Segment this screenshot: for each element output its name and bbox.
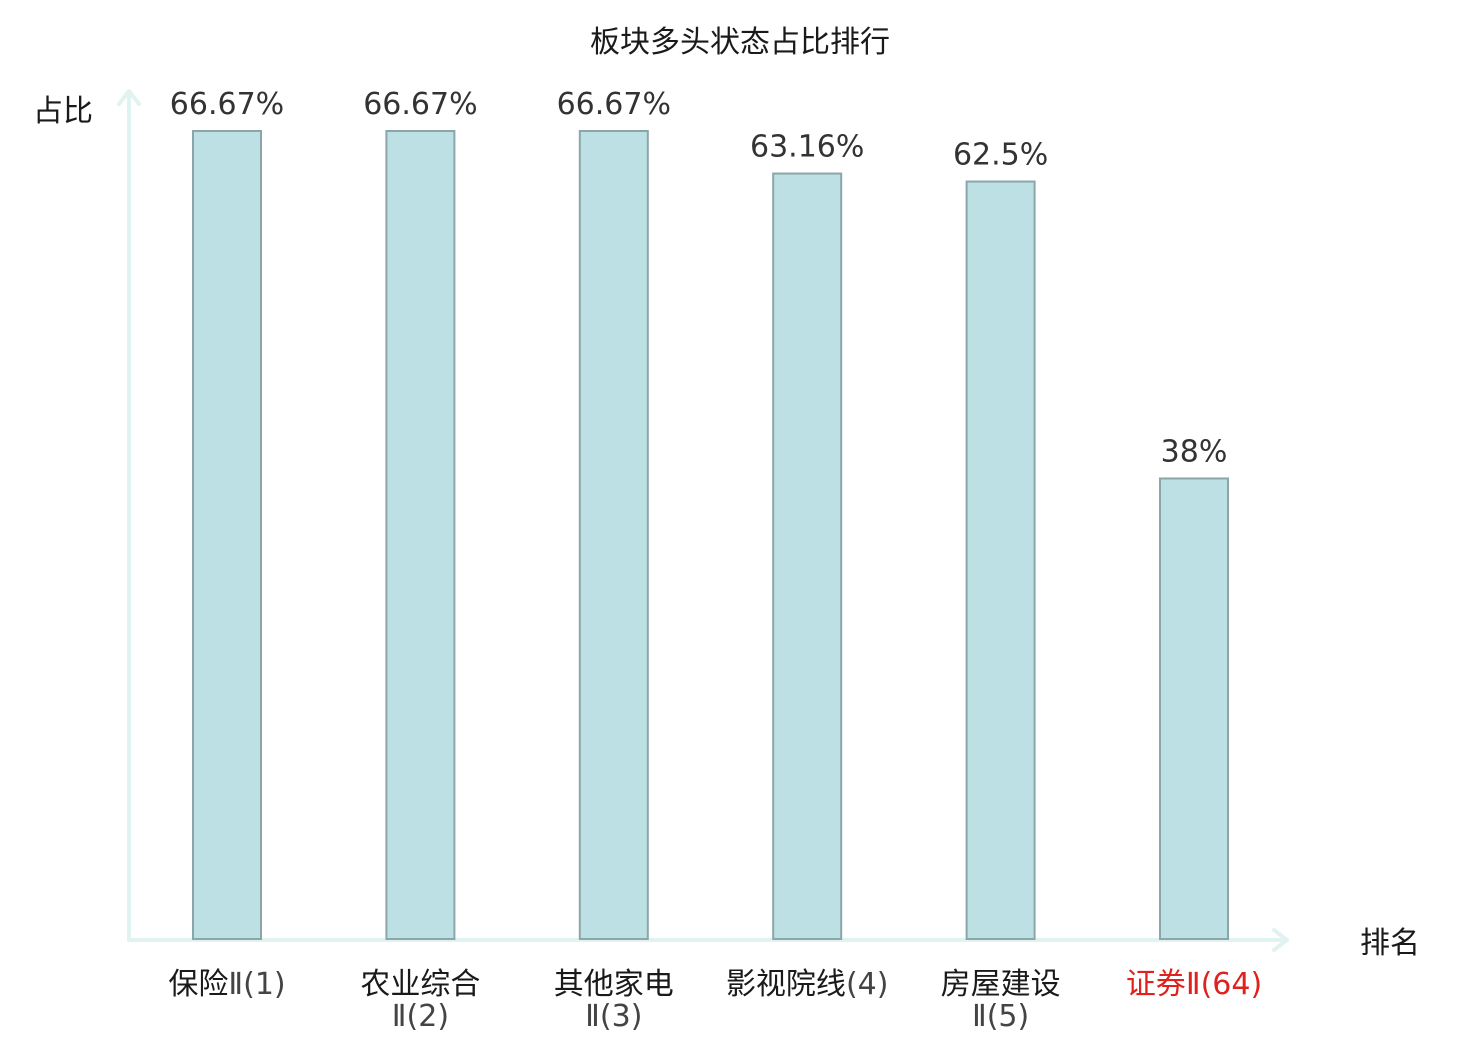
bar-6: [1159, 477, 1229, 940]
category-label-2-line-2: Ⅱ(2): [392, 999, 449, 1034]
value-label-2: 66.67%: [363, 87, 477, 122]
value-label-1: 66.67%: [170, 87, 284, 122]
value-label-6: 38%: [1161, 434, 1228, 469]
bar-4: [772, 172, 843, 941]
bars: [192, 130, 1229, 941]
y-axis-arrow-icon: [117, 89, 141, 106]
bar-5: [965, 180, 1036, 940]
value-labels: 66.67% 66.67% 66.67% 63.16% 62.5% 38%: [170, 87, 1228, 469]
category-label-5-line-1: 房屋建设: [941, 967, 1061, 1002]
category-label-4: 影视院线(4): [726, 967, 889, 1002]
bar-2: [385, 130, 456, 940]
x-axis-arrow-icon: [1272, 928, 1289, 952]
value-label-3: 66.67%: [557, 87, 671, 122]
x-axis-label: 排名: [1360, 926, 1420, 961]
chart-title: 板块多头状态占比排行: [590, 25, 890, 60]
value-label-5: 62.5%: [953, 138, 1048, 173]
bar-3: [578, 130, 649, 940]
category-label-6: 证券Ⅱ(64): [1126, 967, 1262, 1002]
bar-1: [192, 130, 262, 940]
category-label-5-line-2: Ⅱ(5): [972, 999, 1029, 1034]
category-label-3-line-1: 其他家电: [554, 967, 674, 1002]
category-label-2-line-1: 农业综合: [360, 967, 480, 1002]
category-label-1: 保险Ⅱ(1): [168, 967, 285, 1002]
value-label-4: 63.16%: [750, 130, 864, 165]
y-axis-label: 占比: [33, 94, 93, 129]
axes: [117, 89, 1289, 952]
category-label-3-line-2: Ⅱ(3): [585, 999, 642, 1034]
